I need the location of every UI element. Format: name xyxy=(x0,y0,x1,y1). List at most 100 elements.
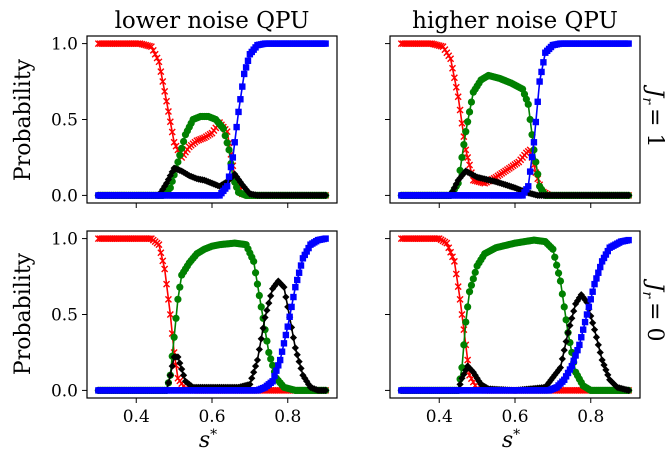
data-point xyxy=(290,293,297,301)
series-0 xyxy=(94,235,330,394)
y-tick-label: 0.0 xyxy=(51,381,78,401)
data-point xyxy=(263,306,271,314)
data-point xyxy=(146,235,153,243)
data-point xyxy=(458,311,466,318)
data-point xyxy=(278,281,286,289)
data-point xyxy=(231,139,238,146)
data-point xyxy=(625,40,632,47)
data-point xyxy=(443,239,451,247)
data-point xyxy=(261,313,269,322)
data-point xyxy=(237,96,244,103)
data-point xyxy=(465,288,474,296)
data-point xyxy=(462,318,470,326)
data-point xyxy=(170,333,178,341)
data-point xyxy=(225,146,233,154)
data-point xyxy=(282,293,290,301)
data-point xyxy=(174,353,182,361)
data-point xyxy=(322,386,330,395)
plot-frame xyxy=(389,35,641,204)
data-point xyxy=(554,269,563,277)
data-point xyxy=(447,248,455,256)
plot-area xyxy=(94,40,330,200)
data-point xyxy=(251,362,260,370)
data-point xyxy=(589,288,596,295)
data-point xyxy=(562,316,570,324)
data-point xyxy=(178,144,186,152)
data-point xyxy=(219,125,227,133)
data-point xyxy=(447,55,455,63)
series-3 xyxy=(398,40,632,199)
data-point xyxy=(551,371,559,379)
data-point xyxy=(625,386,633,395)
data-point xyxy=(561,376,568,383)
data-point xyxy=(250,257,258,265)
data-point xyxy=(625,191,633,200)
data-point xyxy=(257,303,265,311)
data-point xyxy=(460,341,468,349)
data-point xyxy=(284,323,291,330)
y-tick-label: 0.5 xyxy=(51,306,78,326)
data-point xyxy=(534,98,541,105)
data-point xyxy=(159,78,167,86)
data-point xyxy=(276,356,284,364)
data-point xyxy=(242,64,250,71)
series-line xyxy=(401,293,629,392)
data-point xyxy=(293,351,301,359)
data-point xyxy=(551,253,559,261)
data-point xyxy=(464,303,472,311)
data-point xyxy=(164,108,172,116)
x-axis-label-right: s* xyxy=(502,427,520,453)
data-point xyxy=(452,180,460,188)
data-point xyxy=(475,377,483,385)
data-point xyxy=(195,136,203,144)
data-point xyxy=(570,357,577,365)
data-point xyxy=(540,59,547,66)
data-point xyxy=(223,183,231,190)
data-point xyxy=(172,142,180,150)
data-point xyxy=(153,54,161,62)
data-point xyxy=(163,97,171,105)
data-point xyxy=(168,128,176,136)
x-tick-label: 0.6 xyxy=(501,407,528,427)
data-point xyxy=(465,108,474,116)
data-point xyxy=(301,251,309,259)
panel-0: 0.0 0.5 1.0 xyxy=(51,35,338,208)
plot-area xyxy=(397,235,633,395)
data-point xyxy=(581,296,589,304)
data-point xyxy=(197,135,205,143)
data-point xyxy=(556,277,565,285)
data-point xyxy=(575,294,583,302)
data-point xyxy=(322,40,329,47)
data-point xyxy=(269,361,277,369)
data-point xyxy=(199,134,207,142)
data-point xyxy=(299,255,307,262)
data-point xyxy=(572,300,580,308)
data-point xyxy=(303,377,311,385)
data-point xyxy=(450,257,458,265)
data-point xyxy=(583,311,591,318)
series-3 xyxy=(95,40,329,199)
series-line xyxy=(401,237,629,392)
data-point xyxy=(595,269,602,276)
data-point xyxy=(149,46,157,54)
data-point xyxy=(604,247,612,255)
data-point xyxy=(295,357,303,366)
data-point xyxy=(553,368,561,377)
data-point xyxy=(176,151,184,159)
data-point xyxy=(558,355,566,363)
data-point xyxy=(456,380,464,388)
data-point xyxy=(157,68,165,76)
data-point xyxy=(280,283,288,291)
series-0 xyxy=(397,235,633,394)
data-point xyxy=(176,283,184,291)
row-label-bottom: Jr= 0 xyxy=(639,279,667,342)
data-point xyxy=(179,371,188,379)
data-point xyxy=(269,378,276,385)
data-point xyxy=(587,296,594,303)
data-point xyxy=(597,263,604,271)
data-point xyxy=(471,371,479,379)
data-point xyxy=(164,295,172,303)
data-point xyxy=(602,251,610,258)
data-point xyxy=(253,280,262,288)
data-point xyxy=(176,359,184,367)
